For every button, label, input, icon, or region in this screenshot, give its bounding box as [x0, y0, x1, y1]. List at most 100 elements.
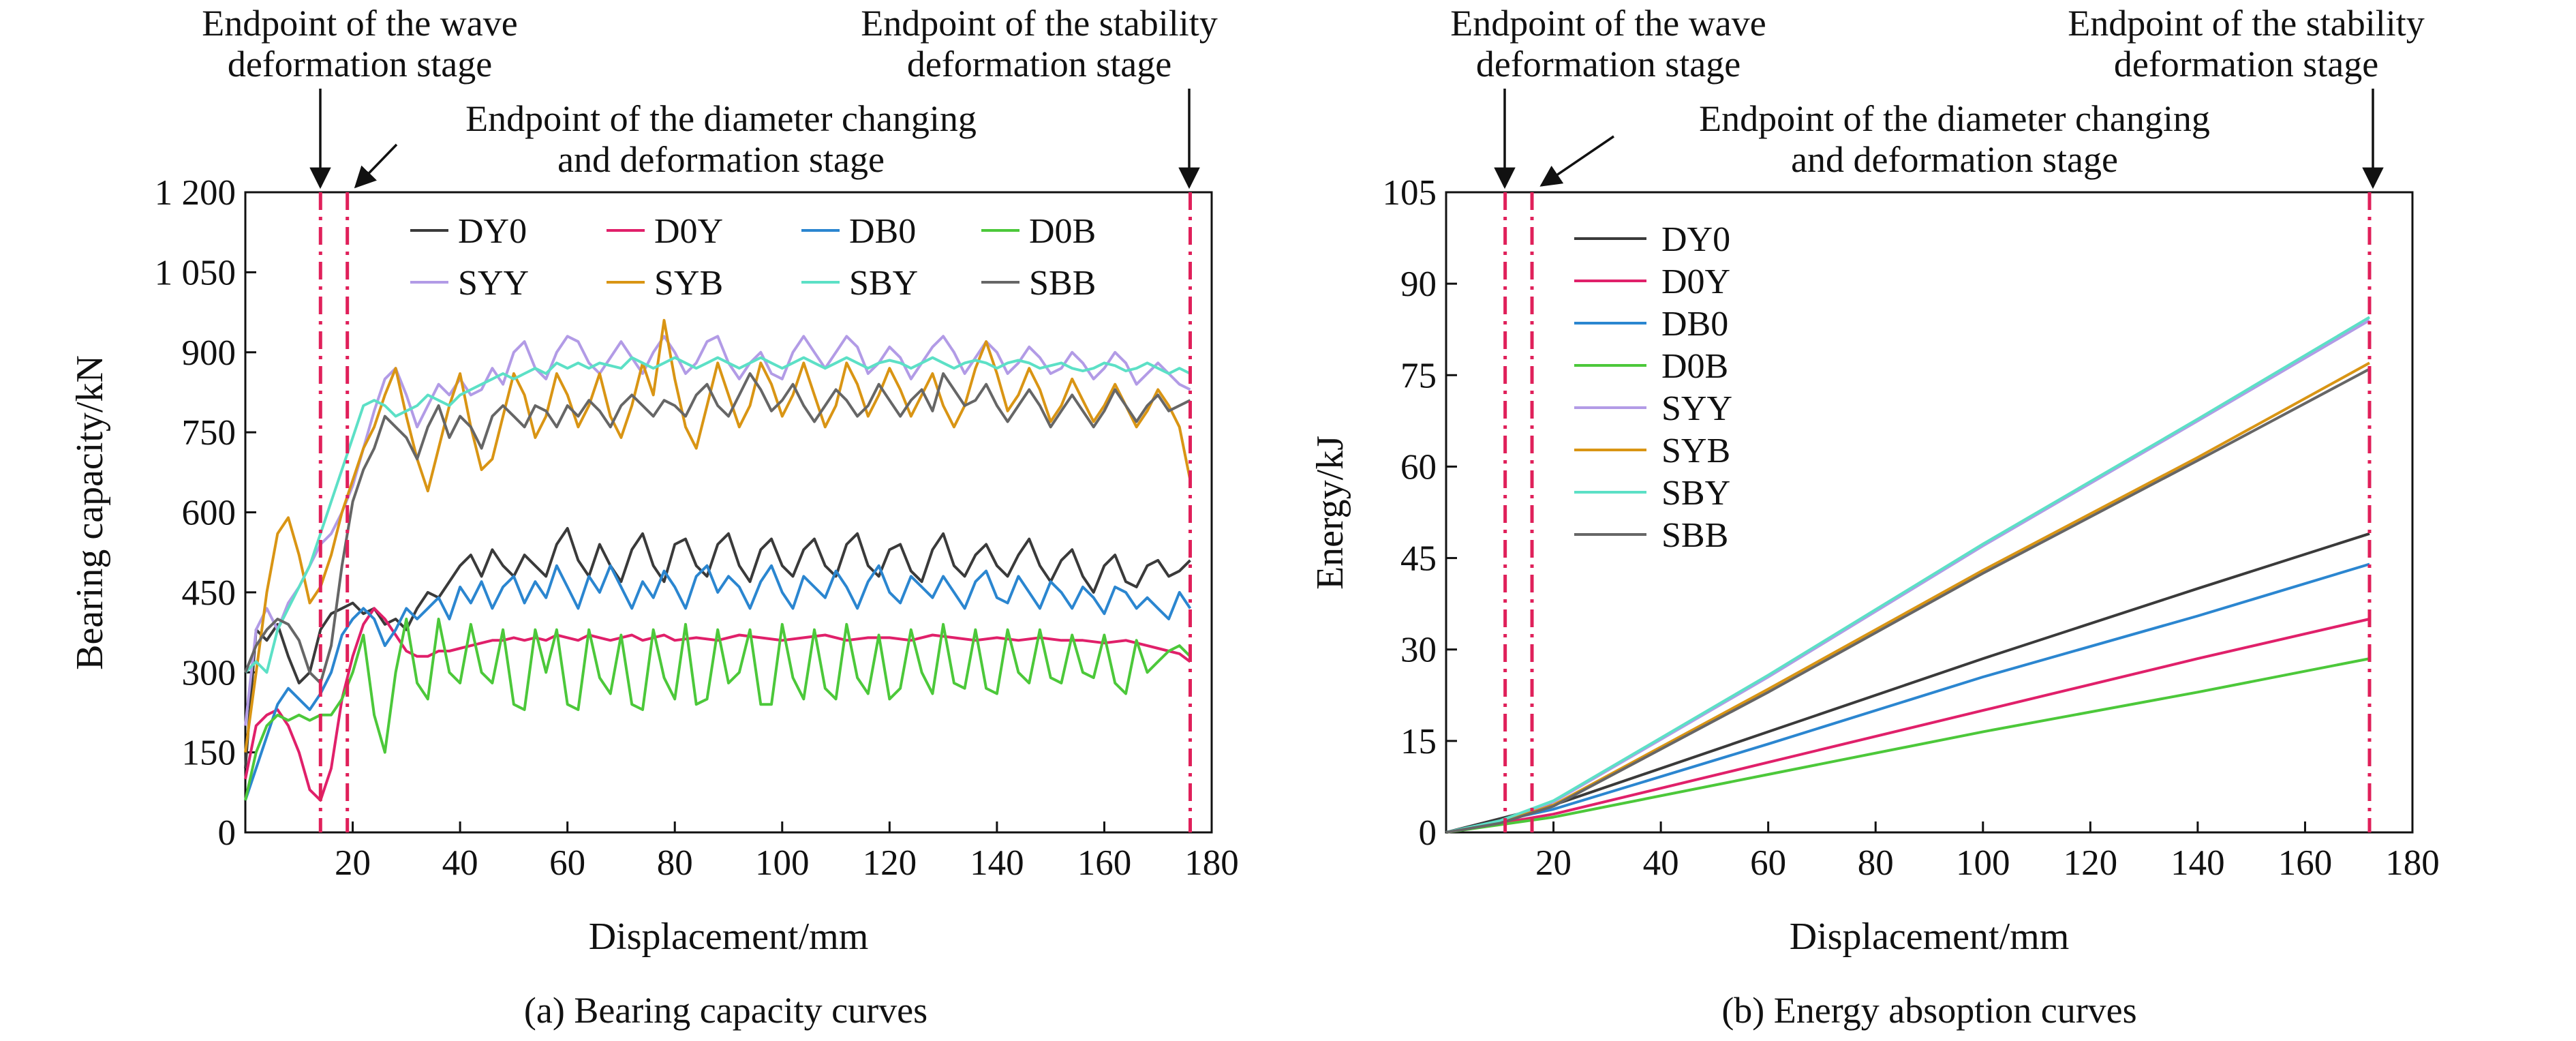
legend-label: SBY [849, 264, 918, 303]
legend-label: SBB [1661, 516, 1728, 555]
legend-label: DY0 [458, 212, 527, 251]
legend-label: DY0 [1661, 220, 1730, 259]
annotation-stability-endpoint-line2: deformation stage [907, 44, 1171, 85]
x-tick-label: 180 [2385, 843, 2440, 883]
series-d0y [244, 607, 1191, 802]
legend-label: D0Y [1661, 262, 1730, 301]
y-tick-label: 75 [1400, 356, 1437, 395]
legend-label: D0B [1661, 347, 1728, 386]
legend-label: SBY [1661, 474, 1730, 513]
series-sbb [1445, 367, 2370, 834]
x-tick-label: 180 [1184, 843, 1239, 883]
bearing-capacity-chart: 0 150 300 450 600 750 900 1 050 1 200 20 40 60 80 100… [69, 3, 1239, 1031]
y-tick-label: 1 050 [155, 253, 236, 292]
annotation-wave-endpoint-line1: Endpoint of the wave [202, 3, 517, 44]
x-tick-label: 40 [1643, 843, 1679, 883]
legend-item-d0y: D0Y [1574, 262, 1730, 301]
legend-item-d0b: D0B [1574, 347, 1728, 386]
caption-a: (a) Bearing capacity curves [524, 990, 927, 1031]
series-sby [244, 356, 1191, 674]
x-tick-label: 120 [2064, 843, 2118, 883]
annotation-wave-endpoint-line2: deformation stage [1476, 44, 1741, 85]
series-syb [244, 318, 1192, 753]
x-tick-label: 160 [1077, 843, 1132, 883]
y-axis-label: Bearing capacity/kN [69, 355, 111, 670]
legend: DY0 D0Y DB0 D0B SYY SYB SBY SBB [1574, 220, 1732, 555]
x-tick-label: 100 [755, 843, 810, 883]
legend-item-db0: DB0 [1574, 305, 1728, 344]
x-axis-label: Displacement/mm [1790, 916, 2070, 958]
series-sbb [244, 372, 1191, 684]
legend: DY0 D0Y DB0 D0B SYY SYB SBY SBB [410, 212, 1096, 303]
series-layer [1445, 316, 2371, 834]
annotation-stability-endpoint-line1: Endpoint of the stability [861, 3, 1217, 44]
annotation-diameter-arrow [354, 143, 398, 189]
legend-label: SYB [1661, 432, 1730, 470]
legend-item-syb: SYB [1574, 432, 1730, 470]
annotation-stability-endpoint-line2: deformation stage [2114, 44, 2378, 85]
series-syy [244, 335, 1191, 726]
annotation-diameter-endpoint-line1: Endpoint of the diameter changing [1699, 98, 2210, 139]
series-d0y [1445, 618, 2370, 834]
legend-label: SYB [654, 264, 723, 303]
y-tick-label: 30 [1400, 631, 1437, 670]
legend-label: SBB [1029, 264, 1096, 303]
legend-label: DB0 [849, 212, 916, 251]
y-tick-label: 600 [182, 494, 236, 533]
legend-label: SYY [1661, 389, 1732, 428]
legend-item-syy: SYY [1574, 389, 1732, 428]
y-tick-label: 450 [182, 573, 236, 613]
y-tick-label: 90 [1400, 265, 1437, 304]
legend-item-d0y: D0Y [607, 212, 723, 251]
series-db0 [1445, 562, 2370, 834]
legend-label: D0Y [654, 212, 723, 251]
x-axis-label: Displacement/mm [589, 916, 869, 958]
legend-label: D0B [1029, 212, 1096, 251]
annotation-diameter-endpoint-line2: and deformation stage [1791, 139, 2118, 180]
y-tick-label: 105 [1383, 173, 1437, 213]
x-tick-label: 20 [335, 843, 371, 883]
series-syy [1445, 319, 2371, 834]
y-tick-label: 1 200 [155, 173, 236, 213]
x-tick-label: 140 [2171, 843, 2225, 883]
y-tick-label: 60 [1400, 447, 1437, 487]
series-sby [1445, 316, 2371, 834]
annotation-wave-endpoint-line1: Endpoint of the wave [1450, 3, 1766, 44]
y-tick-label: 15 [1400, 722, 1437, 761]
annotation-stability-endpoint-line1: Endpoint of the stability [2068, 3, 2424, 44]
y-tick-label: 45 [1400, 539, 1437, 579]
axis-ticks: 0 150 300 450 600 750 900 1 050 1 200 20 40 60 80 100… [155, 173, 1239, 883]
x-tick-label: 140 [970, 843, 1024, 883]
series-dy0 [244, 527, 1191, 769]
series-d0b [1445, 657, 2370, 834]
series-layer [244, 318, 1192, 802]
x-tick-label: 60 [1750, 843, 1786, 883]
x-tick-label: 60 [549, 843, 585, 883]
annotation-diameter-endpoint-line1: Endpoint of the diameter changing [465, 98, 977, 139]
x-tick-label: 120 [863, 843, 917, 883]
annotation-diameter-endpoint-line2: and deformation stage [557, 139, 885, 180]
stage-markers [318, 192, 1192, 832]
caption-b: (b) Energy absoption curves [1721, 990, 2136, 1031]
legend-item-sbb: SBB [1574, 516, 1728, 555]
x-tick-label: 100 [1956, 843, 2010, 883]
legend-item-sbb: SBB [981, 264, 1096, 303]
y-axis-label: Energy/kJ [1309, 436, 1351, 590]
axis-ticks: 0 15 30 45 60 75 90 105 20 40 60 80 100 120 140 160 180 [1383, 173, 2440, 883]
y-tick-label: 150 [182, 734, 236, 773]
legend-item-sby: SBY [801, 264, 918, 303]
series-syb [1445, 361, 2370, 834]
plot-frame [1445, 191, 2414, 834]
legend-item-dy0: DY0 [410, 212, 527, 251]
annotation-diameter-arrow [1539, 135, 1614, 187]
legend-item-d0b: D0B [981, 212, 1096, 251]
y-tick-label: 900 [182, 333, 236, 373]
legend-label: DB0 [1661, 305, 1728, 344]
y-tick-label: 0 [1419, 813, 1437, 853]
legend-item-dy0: DY0 [1574, 220, 1730, 259]
x-tick-label: 80 [1858, 843, 1894, 883]
legend-label: SYY [458, 264, 529, 303]
y-tick-label: 300 [182, 653, 236, 693]
